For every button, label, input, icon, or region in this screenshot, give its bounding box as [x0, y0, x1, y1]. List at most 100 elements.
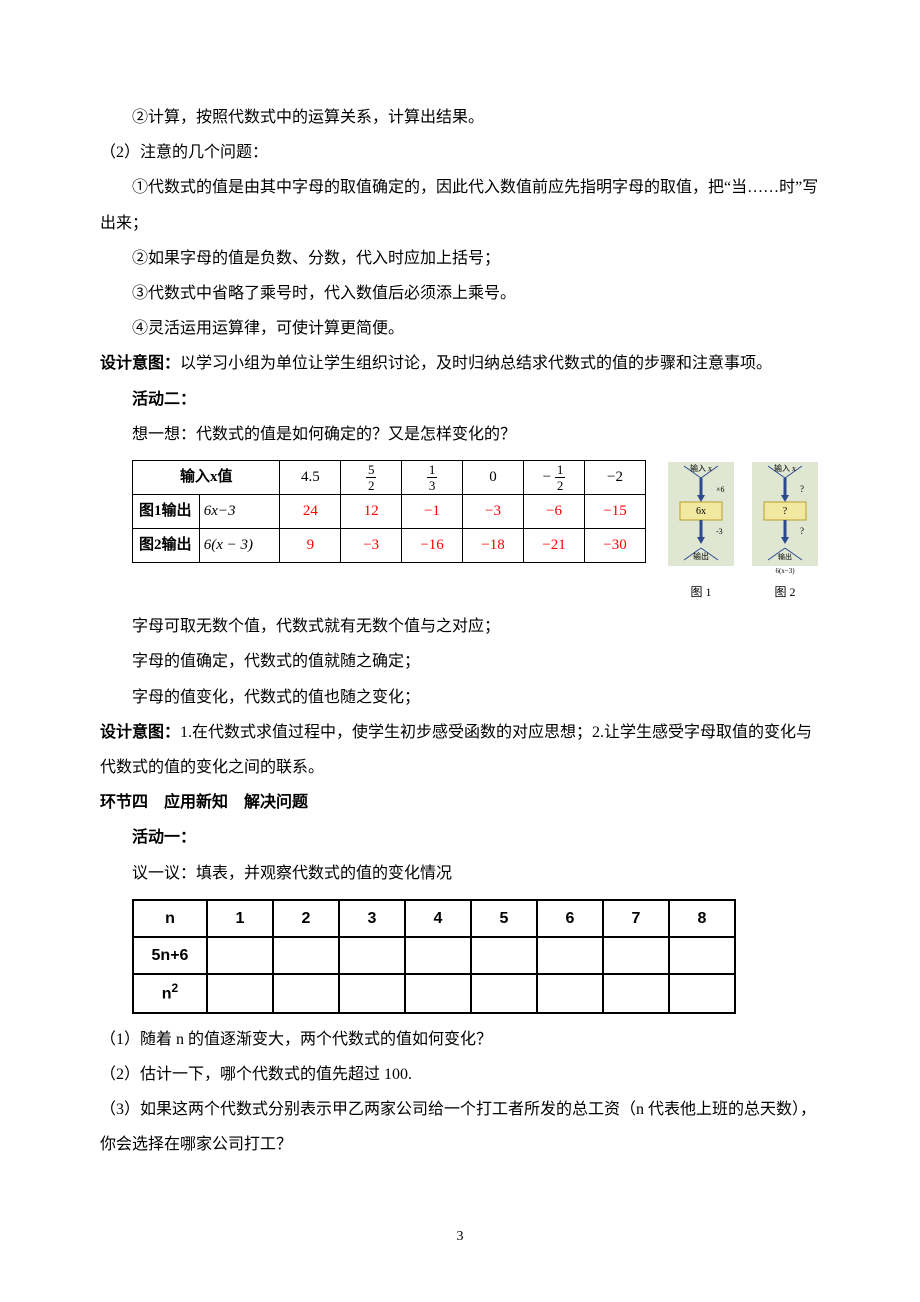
line-2: （2）注意的几个问题：	[100, 135, 820, 170]
line-12: 字母的值变化，代数式的值也随之变化；	[100, 680, 820, 715]
t2-c-5: 6	[537, 900, 603, 937]
t1-r1-v0: 24	[280, 494, 341, 528]
t2-r2-4	[471, 974, 537, 1013]
t2-c-2: 3	[339, 900, 405, 937]
t2-r1-4	[471, 937, 537, 974]
line-3: ①代数式的值是由其中字母的取值确定的，因此代入数值前应先指明字母的取值，把“当……	[100, 170, 820, 240]
t2-c-3: 4	[405, 900, 471, 937]
activity-1-title: 活动一：	[100, 820, 820, 855]
t1-x-4: − 12	[524, 460, 585, 494]
design-intent-label: 设计意图：	[100, 355, 180, 372]
section-4-c: 解决问题	[244, 785, 308, 820]
t2-row-n2: n2	[133, 974, 735, 1013]
svg-text:?: ?	[800, 526, 804, 536]
t1-r2-v3: −18	[463, 528, 524, 562]
t1-x-2: 13	[402, 460, 463, 494]
t2-c-4: 5	[471, 900, 537, 937]
diagram-2: 输入 x ? ? ? 输出 6(x−3) 图 2	[750, 460, 820, 605]
t1-x-5: −2	[584, 460, 645, 494]
svg-text:?: ?	[800, 484, 804, 494]
t2-r2-5	[537, 974, 603, 1013]
svg-text:输出: 输出	[778, 552, 792, 561]
t2-r1-3	[405, 937, 471, 974]
svg-text:输入 x: 输入 x	[774, 463, 796, 473]
t1-r1-expr: 6x−3	[199, 494, 280, 528]
line-4: ②如果字母的值是负数、分数，代入时应加上括号；	[100, 241, 820, 276]
t2-r2-3	[405, 974, 471, 1013]
t2-r2-7	[669, 974, 735, 1013]
t2-c-6: 7	[603, 900, 669, 937]
t2-r1-7	[669, 937, 735, 974]
svg-text:?: ?	[783, 506, 788, 517]
svg-text:输出: 输出	[693, 551, 709, 561]
t2-r1-2	[339, 937, 405, 974]
t2-row-5n6: 5n+6	[133, 937, 735, 974]
design-intent-1: 设计意图：以学习小组为单位让学生组织讨论，及时归纳总结求代数式的值的步骤和注意事…	[100, 346, 820, 381]
line-11: 字母的值确定，代数式的值就随之确定；	[100, 644, 820, 679]
line-5: ③代数式中省略了乘号时，代入数值后必须添上乘号。	[100, 276, 820, 311]
t1-r1-v2: −1	[402, 494, 463, 528]
flow-diagrams: 输入 x ×6 6x -3 输出 图 1	[666, 460, 820, 605]
design-intent-2-text: 1.在代数式求值过程中，使学生初步感受函数的对应思想；2.让学生感受字母取值的变…	[100, 724, 812, 776]
t1-r1-label: 图1输出	[133, 494, 200, 528]
line-16: 议一议：填表，并观察代数式的值的变化情况	[100, 856, 820, 891]
t2-row-n: n 1 2 3 4 5 6 7 8	[133, 900, 735, 937]
line-1: ②计算，按照代数式中的运算关系，计算出结果。	[100, 100, 820, 135]
table1-and-diagrams: 输入x值 4.5 52 13 0 − 12 −2 图1输出 6x−3 24 12…	[132, 460, 820, 605]
t1-x-1: 52	[341, 460, 402, 494]
design-intent-2: 设计意图：1.在代数式求值过程中，使学生初步感受函数的对应思想；2.让学生感受字…	[100, 715, 820, 785]
line-9: 想一想：代数式的值是如何确定的？又是怎样变化的？	[100, 417, 820, 452]
q2: （2）估计一下，哪个代数式的值先超过 100.	[100, 1057, 820, 1092]
t2-h-n: n	[133, 900, 207, 937]
t2-r1-5	[537, 937, 603, 974]
t2-r2-0	[207, 974, 273, 1013]
q3: （3）如果这两个代数式分别表示甲乙两家公司给一个打工者所发的总工资（n 代表他上…	[100, 1092, 820, 1162]
t2-r2-6	[603, 974, 669, 1013]
page-number: 3	[100, 1222, 820, 1253]
line-6: ④灵活运用运算律，可使计算更简便。	[100, 311, 820, 346]
t1-r2-label: 图2输出	[133, 528, 200, 562]
t1-r2-expr: 6(x − 3)	[199, 528, 280, 562]
section-4-a: 环节四	[100, 785, 148, 820]
table-1-row-1: 图1输出 6x−3 24 12 −1 −3 −6 −15	[133, 494, 646, 528]
activity-2-title: 活动二：	[100, 382, 820, 417]
svg-text:6(x−3): 6(x−3)	[775, 567, 795, 575]
t1-r2-v1: −3	[341, 528, 402, 562]
t1-r2-v2: −16	[402, 528, 463, 562]
svg-text:×6: ×6	[716, 485, 725, 494]
q1: （1）随着 n 的值逐渐变大，两个代数式的值如何变化？	[100, 1022, 820, 1057]
design-intent-2-label: 设计意图：	[100, 724, 180, 741]
t1-x-0: 4.5	[280, 460, 341, 494]
t2-r1-1	[273, 937, 339, 974]
t2-c-0: 1	[207, 900, 273, 937]
t1-r1-v4: −6	[524, 494, 585, 528]
svg-text:输入 x: 输入 x	[690, 463, 712, 473]
t2-r2-1	[273, 974, 339, 1013]
t2-r1-6	[603, 937, 669, 974]
t1-r1-v1: 12	[341, 494, 402, 528]
svg-text:-3: -3	[716, 527, 723, 536]
table-2: n 1 2 3 4 5 6 7 8 5n+6 n2	[132, 899, 736, 1014]
section-4-title: 环节四 应用新知 解决问题	[100, 785, 820, 820]
t2-h-n2: n2	[133, 974, 207, 1013]
t2-c-1: 2	[273, 900, 339, 937]
svg-text:6x: 6x	[696, 506, 706, 517]
t1-r1-v3: −3	[463, 494, 524, 528]
design-intent-text: 以学习小组为单位让学生组织讨论，及时归纳总结求代数式的值的步骤和注意事项。	[180, 355, 772, 372]
table-1-row-header: 输入x值 4.5 52 13 0 − 12 −2	[133, 460, 646, 494]
diagram-1: 输入 x ×6 6x -3 输出 图 1	[666, 460, 736, 605]
t1-r2-v5: −30	[584, 528, 645, 562]
diagram-2-caption: 图 2	[750, 579, 820, 605]
t1-r2-v0: 9	[280, 528, 341, 562]
diagram-1-caption: 图 1	[666, 579, 736, 605]
t2-r1-0	[207, 937, 273, 974]
t1-x-3: 0	[463, 460, 524, 494]
table-1-row-2: 图2输出 6(x − 3) 9 −3 −16 −18 −21 −30	[133, 528, 646, 562]
t2-h-5n6: 5n+6	[133, 937, 207, 974]
table-1: 输入x值 4.5 52 13 0 − 12 −2 图1输出 6x−3 24 12…	[132, 460, 646, 563]
t1-r1-v5: −15	[584, 494, 645, 528]
t2-c-7: 8	[669, 900, 735, 937]
t2-r2-2	[339, 974, 405, 1013]
section-4-b: 应用新知	[164, 785, 228, 820]
line-10: 字母可取无数个值，代数式就有无数个值与之对应；	[100, 609, 820, 644]
